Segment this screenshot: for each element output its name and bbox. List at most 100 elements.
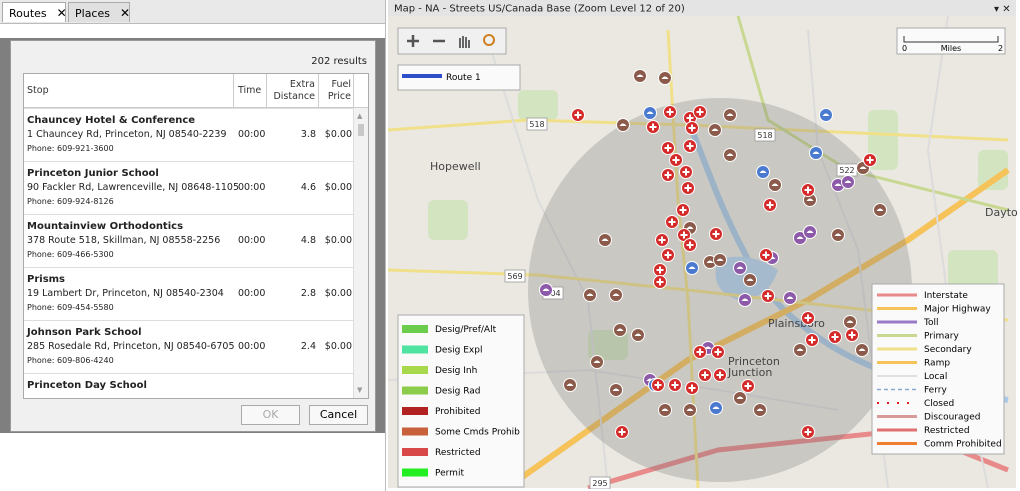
stop-address: 285 Rosedale Rd, Princeton, NJ 08540-670… [27, 341, 235, 352]
scrollbar[interactable]: ▲ ▼ [353, 108, 368, 398]
road-label: Local [924, 372, 947, 382]
extra-distance: 3.8 [267, 129, 316, 140]
route-shield-label: 295 [592, 479, 607, 488]
fuel-price: $0.00 [319, 341, 352, 352]
designation-label: Desig Expl [435, 346, 482, 356]
stop-name: Princeton Junior School [27, 168, 159, 179]
tab[interactable]: Places✕ [68, 2, 130, 22]
road-label: Secondary [924, 345, 972, 355]
road-label: Restricted [924, 426, 970, 436]
road-label: Closed [924, 399, 954, 409]
designation-swatch [402, 346, 428, 354]
route-shield-label: 518 [529, 120, 544, 129]
stop-name: Mountainview Orthodontics [27, 221, 183, 232]
left-panel: Routes✕ Places✕ 202 results ▲ ▼ StopTime… [0, 0, 386, 491]
place-label: Junction [727, 366, 772, 379]
designation-swatch [402, 469, 428, 477]
column-header: Time [234, 74, 267, 108]
road-label: Toll [923, 318, 938, 328]
time: 00:00 [238, 288, 265, 299]
extra-distance: 2.8 [267, 288, 316, 299]
map-title-controls: ▾ ✕ [994, 4, 1011, 15]
designation-swatch [402, 366, 428, 374]
scale-unit: Miles [941, 44, 961, 53]
table-row[interactable]: Mountainview Orthodontics 378 Route 518, … [24, 214, 354, 267]
designation-label: Desig Rad [435, 387, 481, 397]
stop-address: 90 Fackler Rd, Lawrenceville, NJ 08648-1… [27, 182, 239, 193]
designation-label: Desig/Pref/Alt [435, 325, 497, 335]
place-label: Plainsboro [768, 317, 825, 330]
stop-phone: Phone: 609-921-3600 [27, 144, 114, 153]
fuel-price: $0.00 [319, 182, 352, 193]
tab-label: Places [75, 7, 110, 20]
column-header: Extra Distance [267, 74, 319, 108]
scale-start: 0 [902, 44, 907, 53]
column-header: Fuel Price [319, 74, 354, 108]
scale-end: 2 [998, 44, 1003, 53]
fuel-price: $0.00 [319, 288, 352, 299]
stop-name: Prisms [27, 274, 65, 285]
time: 00:00 [238, 235, 265, 246]
route-shield-label: 518 [757, 131, 772, 140]
designation-label: Prohibited [435, 407, 480, 417]
extra-distance: 2.4 [267, 341, 316, 352]
table-row[interactable]: Chauncey Hotel & Conference 1 Chauncey Rd… [24, 108, 354, 161]
road-label: Ramp [924, 359, 950, 369]
park [518, 90, 558, 120]
designation-legend [398, 315, 524, 487]
table-row[interactable]: Princeton Junior School 90 Fackler Rd, La… [24, 161, 354, 214]
designation-label: Desig Inh [435, 366, 477, 376]
place-label: Hopewell [430, 160, 481, 173]
road-label: Ferry [924, 386, 947, 396]
stop-name: Johnson Park School [27, 327, 142, 338]
road-label: Comm Prohibited [924, 440, 1002, 450]
table-row[interactable]: Johnson Park School 285 Rosedale Rd, Prin… [24, 320, 354, 373]
fuel-price: $0.00 [319, 129, 352, 140]
time: 00:00 [238, 341, 265, 352]
road-label: Primary [924, 332, 959, 342]
route-name: Route 1 [446, 73, 481, 83]
route-shield-label: 569 [507, 272, 522, 281]
designation-swatch [402, 325, 428, 333]
designation-swatch [402, 428, 428, 436]
route-shield-label: 522 [839, 166, 854, 175]
column-header: Stop [24, 74, 234, 108]
stop-address: 19 Lambert Dr, Princeton, NJ 08540-2304 [27, 288, 224, 299]
map-title: Map - NA - Streets US/Canada Base (Zoom … [394, 4, 685, 15]
time: 00:00 [238, 129, 265, 140]
stop-name: Chauncey Hotel & Conference [27, 115, 195, 126]
map: HopewellDaytonPlainsboroPrincetonJunctio… [388, 0, 1018, 489]
stop-address: 378 Route 518, Skillman, NJ 08558-2256 [27, 235, 220, 246]
road-label: Discouraged [924, 413, 980, 423]
park [428, 200, 468, 240]
extra-distance: 4.8 [267, 235, 316, 246]
results-dialog: 202 results ▲ ▼ StopTimeExtra DistanceFu… [10, 40, 376, 432]
designation-swatch [402, 387, 428, 395]
route-swatch [402, 74, 442, 78]
stop-name: Princeton Day School [27, 380, 147, 391]
results-count: 202 results [311, 56, 367, 67]
table-row[interactable]: Princeton Day School [24, 373, 354, 399]
road-label: Interstate [924, 291, 968, 301]
results-table: ▲ ▼ StopTimeExtra DistanceFuel PriceChau… [23, 73, 369, 399]
stop-phone: Phone: 609-466-5300 [27, 250, 114, 259]
ok-button[interactable]: OK [241, 405, 300, 425]
designation-label: Some Cmds Prohib [435, 428, 520, 438]
table-row[interactable]: Prisms 19 Lambert Dr, Princeton, NJ 08540… [24, 267, 354, 320]
stop-phone: Phone: 609-806-4240 [27, 356, 114, 365]
designation-swatch [402, 407, 428, 415]
stop-address: 1 Chauncey Rd, Princeton, NJ 08540-2239 [27, 129, 227, 140]
time: 00:00 [238, 182, 265, 193]
tab[interactable]: Routes✕ [2, 2, 66, 22]
designation-swatch [402, 448, 428, 456]
cancel-button[interactable]: Cancel [309, 405, 368, 425]
extra-distance: 4.6 [267, 182, 316, 193]
stop-phone: Phone: 609-454-5580 [27, 303, 114, 312]
stop-phone: Phone: 609-924-8126 [27, 197, 114, 206]
place-label: Dayton [985, 206, 1018, 219]
designation-label: Restricted [435, 448, 481, 458]
designation-label: Permit [435, 469, 464, 479]
fuel-price: $0.00 [319, 235, 352, 246]
road-label: Major Highway [924, 305, 991, 315]
tab-label: Routes [9, 7, 47, 20]
